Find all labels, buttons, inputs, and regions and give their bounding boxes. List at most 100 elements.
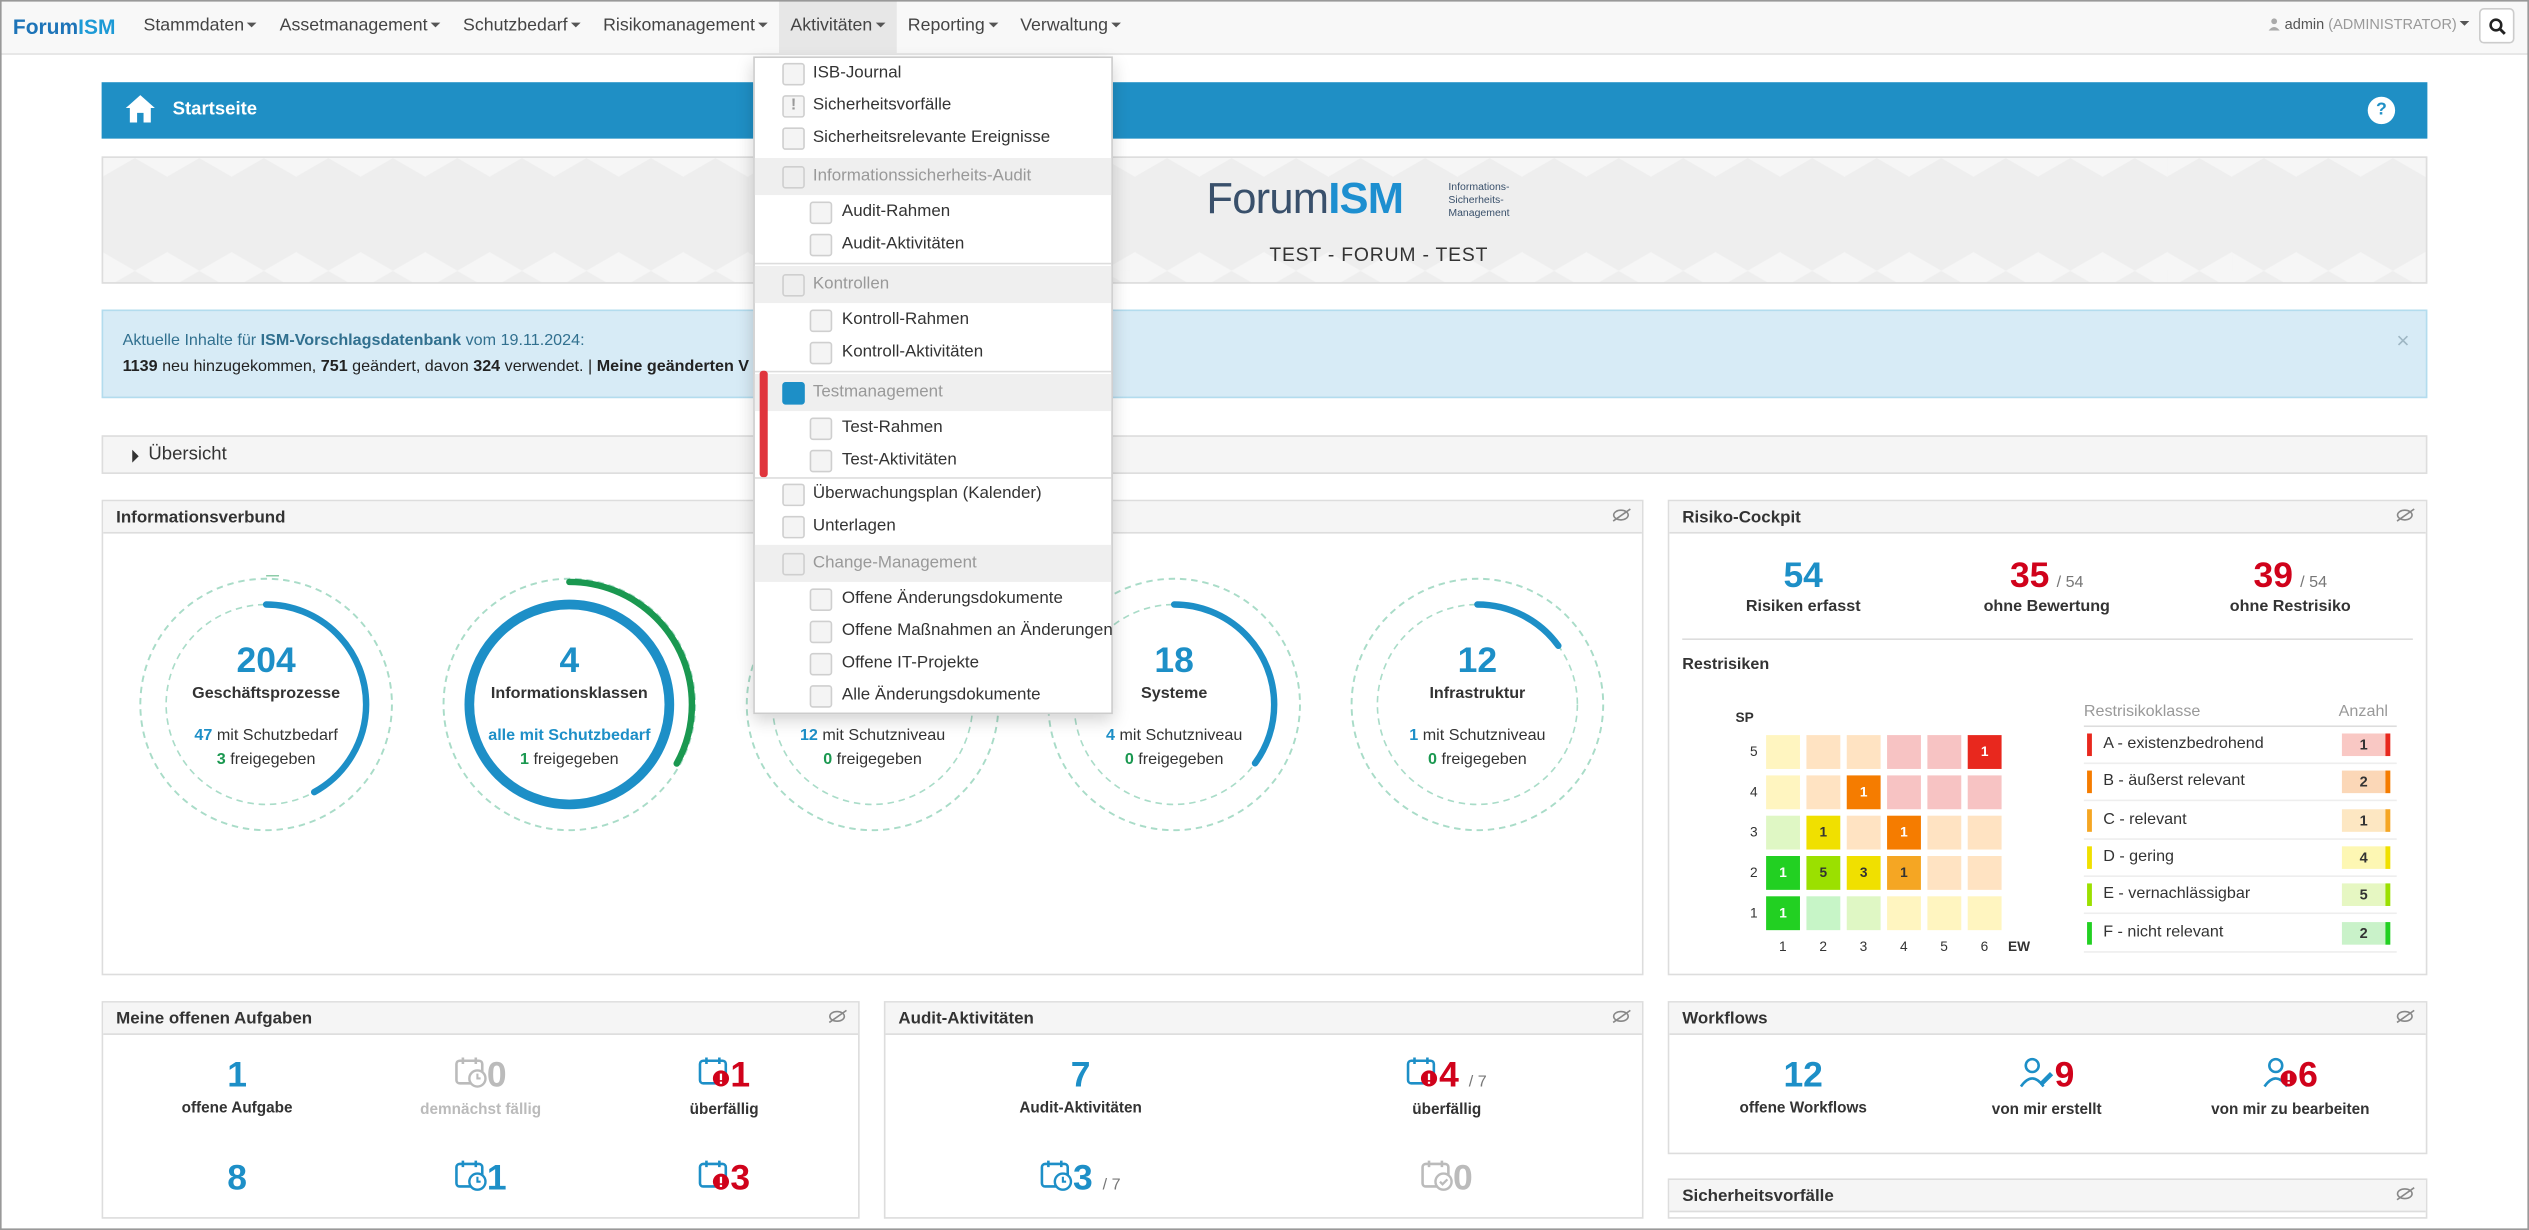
menu-item-offene-it-projekte[interactable]: Offene IT-Projekte	[755, 648, 1111, 680]
stat-value: 9	[2054, 1054, 2075, 1095]
stat-value: 0	[1453, 1157, 1473, 1198]
eye-slash-icon[interactable]	[2396, 1188, 2413, 1200]
kpi-ohne-bewertung[interactable]: 35 / 54 ohne Bewertung	[1942, 555, 2152, 616]
home-icon[interactable]	[124, 93, 156, 124]
risk-cell	[1887, 735, 1921, 769]
menu-item-test-rahmen[interactable]: Test-Rahmen	[755, 413, 1111, 445]
eye-slash-icon[interactable]	[1612, 1010, 1630, 1023]
help-button[interactable]: ?	[2367, 96, 2396, 125]
menu-item-offene-massnahmen[interactable]: Offene Maßnahmen an Änderungen	[755, 616, 1113, 648]
legend-row[interactable]: E - vernachlässigbar 5	[2083, 879, 2397, 915]
document-icon	[809, 417, 833, 441]
nav-schutzbedarf[interactable]: Schutzbedarf	[452, 0, 592, 53]
class-color-bar	[2087, 733, 2092, 757]
nav-risikomanagement[interactable]: Risikomanagement	[592, 0, 779, 53]
gauge-sub-2: 1 freigegeben	[440, 751, 698, 769]
class-label: D - gering	[2103, 847, 2175, 866]
nav-verwaltung[interactable]: Verwaltung	[1009, 0, 1132, 53]
gauge-1[interactable]: 4 Informationsklassen alle mit Schutzbedar…	[440, 576, 698, 834]
stat-demnaechst-faellig[interactable]: 0 demnächst fällig	[360, 1054, 602, 1119]
calendar-alert-icon	[698, 1056, 730, 1098]
menu-item-unterlagen[interactable]: Unterlagen	[755, 511, 1111, 543]
risk-cell[interactable]: 1	[1766, 856, 1800, 890]
brand-logo[interactable]: ForumISM	[13, 15, 116, 39]
menu-item-alle-aenderungsdokumente[interactable]: Alle Änderungsdokumente	[755, 680, 1111, 712]
risk-cell[interactable]: 3	[1846, 856, 1881, 890]
search-button[interactable]	[2478, 8, 2515, 44]
gauge-0[interactable]: 204 Geschäftsprozesse 47 mit Schutzbedarf 3…	[137, 575, 395, 834]
eye-slash-icon[interactable]	[2396, 1010, 2413, 1023]
menu-item-audit-rahmen[interactable]: Audit-Rahmen	[755, 197, 1111, 229]
stat-offene-aufgabe[interactable]: 1 offene Aufgabe	[116, 1054, 358, 1117]
user-menu[interactable]: admin (ADMINISTRATOR)	[2268, 16, 2470, 32]
menu-item-ueberwachungsplan[interactable]: Überwachungsplan (Kalender)	[755, 479, 1111, 511]
stat-audit-row2-b[interactable]: 0	[1326, 1157, 1568, 1201]
nav-reporting[interactable]: Reporting	[896, 0, 1008, 53]
risk-cell	[1806, 896, 1841, 931]
menu-item-ereignisse[interactable]: Sicherheitsrelevante Ereignisse	[755, 123, 1111, 155]
stat-von-mir-zu-bearbeiten[interactable]: 6 von mir zu bearbeiten	[2169, 1054, 2411, 1119]
menu-item-offene-aenderungsdokumente[interactable]: Offene Änderungsdokumente	[755, 584, 1111, 616]
menu-item-audit-aktivitaeten[interactable]: Audit-Aktivitäten	[755, 229, 1111, 261]
gauge-label: Systeme	[1140, 685, 1208, 703]
risk-cell[interactable]: 5	[1806, 856, 1841, 890]
risk-cell[interactable]: 1	[1887, 856, 1921, 890]
stat-von-mir-erstellt[interactable]: 9 von mir erstellt	[1926, 1054, 2168, 1119]
nav-stammdaten[interactable]: Stammdaten	[132, 0, 268, 53]
stat-ueberfaellig[interactable]: 1 überfällig	[603, 1054, 845, 1119]
legend-row[interactable]: C - relevant 1	[2083, 804, 2397, 840]
calendar-icon	[809, 233, 833, 257]
menu-item-test-aktivitaeten[interactable]: Test-Aktivitäten	[755, 445, 1111, 477]
document-icon	[809, 309, 833, 333]
stat-audit-ueberfaellig[interactable]: 4 / 7 überfällig	[1326, 1054, 1568, 1119]
eye-slash-icon[interactable]	[829, 1010, 846, 1023]
risk-cell[interactable]: 1	[1806, 815, 1841, 850]
class-count: 1	[2341, 808, 2391, 832]
document-icon	[782, 515, 805, 539]
nav-assetmanagement[interactable]: Assetmanagement	[268, 0, 451, 53]
eye-slash-icon[interactable]	[2396, 509, 2413, 521]
kpi-ohne-restrisiko[interactable]: 39 / 54 ohne Restrisiko	[2185, 555, 2395, 616]
legend-row[interactable]: D - gering 4	[2083, 841, 2397, 877]
risk-cell[interactable]: 1	[1766, 896, 1800, 931]
legend-row[interactable]: B - äußerst relevant 2	[2083, 766, 2397, 802]
stat-audit-row2-a[interactable]: 3 / 7	[960, 1157, 1202, 1201]
overview-accordion[interactable]: Übersicht	[101, 435, 2428, 474]
nav-aktivitaeten[interactable]: Aktivitäten	[779, 0, 897, 54]
stat-row2-c[interactable]: 3	[603, 1157, 845, 1201]
alert-text: vom 19.11.2024:	[461, 332, 585, 350]
legend-row[interactable]: A - existenzbedrohend 1	[2083, 729, 2397, 765]
menu-item-sicherheitsvorfaelle[interactable]: ! Sicherheitsvorfälle	[755, 90, 1111, 122]
menu-item-kontroll-aktivitaeten[interactable]: Kontroll-Aktivitäten	[755, 337, 1111, 369]
stat-offene-workflows[interactable]: 12 offene Workflows	[1682, 1054, 1924, 1117]
stat-row2-a[interactable]: 8	[116, 1157, 358, 1199]
alert-link-db[interactable]: ISM-Vorschlagsdatenbank	[260, 332, 462, 350]
stat-caption: demnächst fällig	[420, 1101, 542, 1120]
menu-label: Kontroll-Aktivitäten	[841, 341, 984, 362]
menu-label: Audit-Rahmen	[841, 201, 951, 221]
gauge-sub-2: 0 freigegeben	[1045, 751, 1303, 769]
gauge-3[interactable]: 18 Systeme 4 mit Schutzniveau 0 freigegeben	[1045, 576, 1303, 834]
menu-item-isb-journal[interactable]: ISB-Journal	[755, 58, 1111, 90]
kpi-risiken-erfasst[interactable]: 54 Risiken erfasst	[1698, 555, 1908, 616]
gauge-sub-num: 1	[520, 751, 529, 769]
risk-cell[interactable]: 1	[1967, 735, 2002, 769]
menu-label: Alle Änderungsdokumente	[841, 685, 1041, 705]
alert-link-changed[interactable]: Meine geänderten V	[596, 357, 750, 376]
panel-header: Audit-Aktivitäten	[885, 1002, 1642, 1035]
close-icon[interactable]: ×	[2396, 327, 2410, 354]
panel-header: Meine offenen Aufgaben	[103, 1002, 859, 1035]
eye-slash-icon[interactable]	[1612, 509, 1630, 521]
x-tick: 4	[1899, 938, 1908, 955]
menu-item-kontroll-rahmen[interactable]: Kontroll-Rahmen	[755, 305, 1111, 337]
kpi-value: 39	[2253, 554, 2293, 595]
class-color-bar	[2087, 883, 2092, 907]
legend-row[interactable]: F - nicht relevant 2	[2083, 916, 2397, 952]
risk-cell[interactable]: 1	[1887, 815, 1921, 850]
risk-cell[interactable]: 1	[1846, 775, 1881, 810]
stat-audit-aktivitaeten[interactable]: 7 Audit-Aktivitäten	[960, 1054, 1202, 1117]
list-icon	[782, 382, 805, 405]
alert-count: 751	[320, 357, 348, 376]
stat-row2-b[interactable]: 1	[360, 1157, 602, 1201]
gauge-4[interactable]: 12 Infrastruktur 1 mit Schutzniveau 0 freig…	[1348, 576, 1606, 834]
